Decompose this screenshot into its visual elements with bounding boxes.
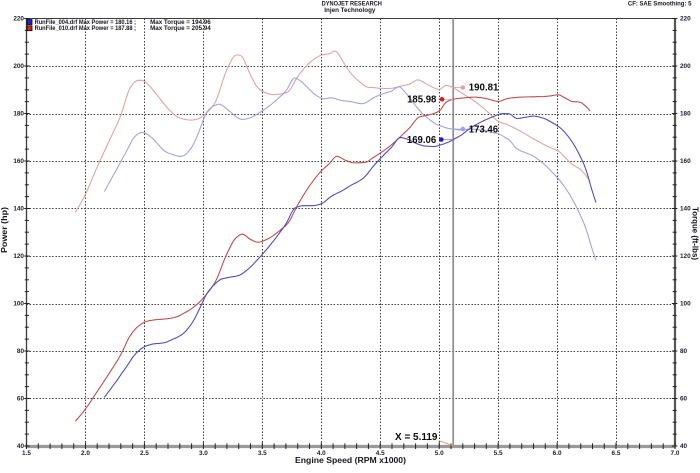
svg-text:120: 120 (13, 253, 24, 260)
svg-text:80: 80 (17, 348, 25, 355)
svg-text:RunFile_004.drf Max Power = 18: RunFile_004.drf Max Power = 180.16 ; (35, 19, 136, 26)
svg-text:160: 160 (13, 158, 24, 165)
svg-text:6.0: 6.0 (553, 450, 562, 457)
svg-text:140: 140 (680, 206, 691, 213)
svg-text:140: 140 (13, 206, 24, 213)
svg-text:5.0: 5.0 (435, 450, 444, 457)
svg-text:169.06: 169.06 (407, 135, 437, 146)
svg-text:3.0: 3.0 (199, 450, 208, 457)
svg-text:40: 40 (17, 443, 25, 450)
svg-text:60: 60 (17, 396, 25, 403)
svg-text:173.46: 173.46 (469, 124, 499, 135)
svg-text:1.5: 1.5 (22, 450, 31, 457)
svg-text:DYNOJET RESEARCH: DYNOJET RESEARCH (322, 0, 383, 7)
svg-text:200: 200 (680, 63, 691, 70)
svg-text:5.5: 5.5 (494, 450, 503, 457)
svg-text:Max Torque = 194.96: Max Torque = 194.96 (150, 19, 211, 26)
svg-text:220: 220 (680, 16, 691, 23)
svg-text:7.0: 7.0 (671, 450, 680, 457)
svg-text:185.98: 185.98 (407, 95, 437, 106)
svg-text:Injen Technology: Injen Technology (324, 7, 376, 14)
svg-text:200: 200 (13, 63, 24, 70)
svg-text:2.5: 2.5 (140, 450, 149, 457)
svg-text:Max Torque = 205.94: Max Torque = 205.94 (150, 25, 211, 32)
svg-text:100: 100 (13, 301, 24, 308)
svg-text:3.5: 3.5 (258, 450, 267, 457)
svg-text:190.81: 190.81 (469, 82, 499, 93)
svg-text:180: 180 (680, 111, 691, 118)
svg-text:180: 180 (13, 111, 24, 118)
svg-text:100: 100 (680, 301, 691, 308)
svg-text:120: 120 (680, 253, 691, 260)
svg-text:220: 220 (13, 16, 24, 23)
svg-text:Engine Speed (RPM x1000): Engine Speed (RPM x1000) (295, 456, 406, 465)
svg-text:4.5: 4.5 (376, 450, 385, 457)
svg-text:RunFile_010.drf Max Power = 18: RunFile_010.drf Max Power = 187.88 ; (35, 25, 136, 32)
svg-text:CF: SAE Smoothing: 5: CF: SAE Smoothing: 5 (628, 0, 692, 7)
svg-text:X = 5.119: X = 5.119 (395, 432, 438, 443)
svg-text:80: 80 (680, 348, 688, 355)
svg-text:Torque (ft-lbs): Torque (ft-lbs) (691, 207, 700, 260)
svg-text:160: 160 (680, 158, 691, 165)
svg-text:6.5: 6.5 (612, 450, 621, 457)
svg-text:4.0: 4.0 (317, 450, 326, 457)
svg-text:40: 40 (680, 443, 688, 450)
svg-text:60: 60 (680, 396, 688, 403)
svg-text:Power (hp): Power (hp) (0, 207, 9, 253)
svg-text:2.0: 2.0 (81, 450, 90, 457)
